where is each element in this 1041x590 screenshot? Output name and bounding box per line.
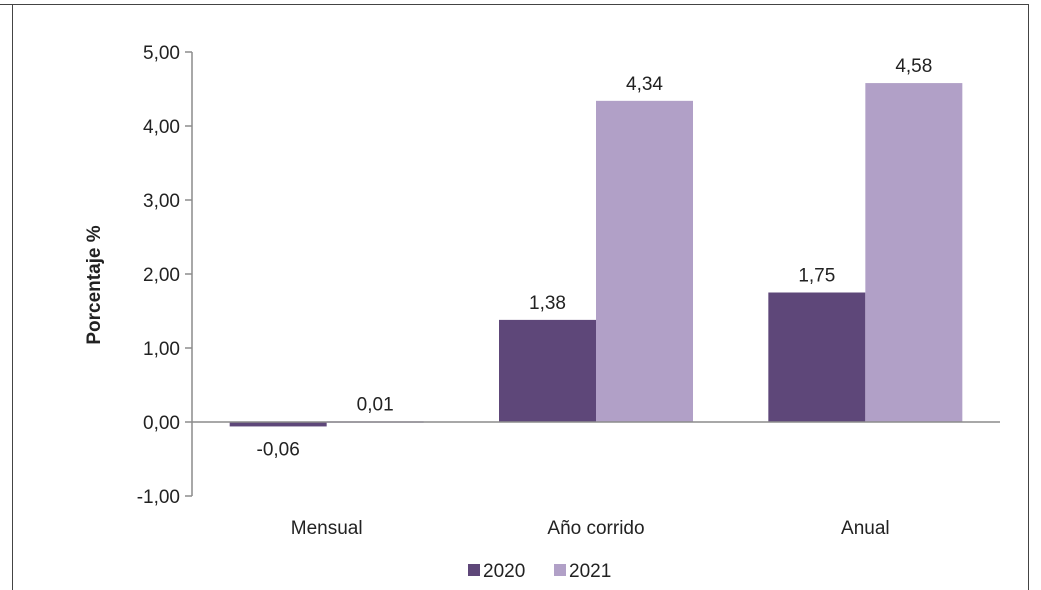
bar-2020-2	[499, 319, 596, 422]
y-tick-label: -1,00	[137, 487, 180, 508]
y-axis-label: Porcentaje %	[84, 225, 105, 344]
x-axis: Mensual Año corrido Anual	[192, 421, 1000, 539]
y-tick-label: 2,00	[143, 265, 180, 286]
y-tick-label: 1,00	[143, 339, 180, 360]
x-tick-label: Año corrido	[547, 518, 644, 539]
data-label: 4,58	[895, 56, 932, 77]
legend: 2020 2021	[468, 561, 611, 582]
y-tick-label: 5,00	[143, 43, 180, 64]
data-label: -0,06	[257, 439, 300, 460]
legend-swatch-2020	[468, 564, 480, 576]
bar-2021-2	[596, 100, 693, 422]
bar-2020-1	[229, 422, 327, 427]
x-tick-label: Anual	[841, 518, 890, 539]
data-label: 4,34	[626, 74, 663, 95]
legend-label: 2021	[569, 561, 611, 582]
y-tick-label: 3,00	[143, 191, 180, 212]
x-tick-label: Mensual	[291, 518, 363, 539]
legend-swatch-2021	[554, 564, 566, 576]
bar-2021-3	[865, 83, 963, 422]
y-tick-label: 0,00	[143, 413, 180, 434]
y-axis: -1,00 0,00 1,00 2,00 3,00 4,00 5,00	[137, 43, 193, 508]
data-label: 0,01	[357, 394, 394, 415]
data-label: 1,38	[529, 293, 566, 314]
frame-left-border	[12, 4, 13, 590]
legend-label: 2020	[483, 561, 525, 582]
y-tick-label: 4,00	[143, 117, 180, 138]
bar-2020-3	[768, 292, 866, 422]
frame-top-border	[0, 4, 1028, 5]
data-label: 1,75	[798, 266, 835, 287]
frame-right-border	[1028, 4, 1029, 590]
bars: -0,06 0,01 1,38 4,34 1,75 4,58	[229, 56, 963, 460]
